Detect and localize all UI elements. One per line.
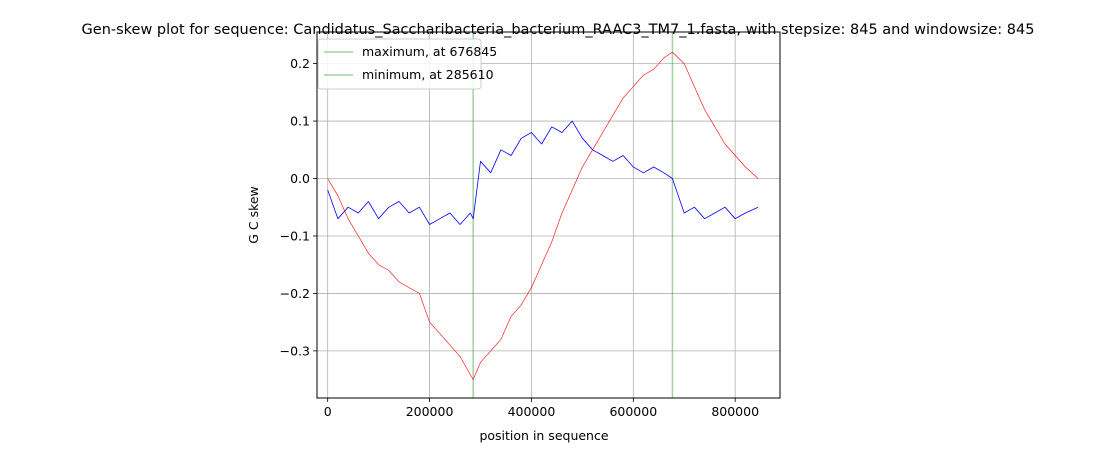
legend: maximum, at 676845 minimum, at 285610 <box>317 38 497 90</box>
legend-box <box>317 38 482 90</box>
series-layer <box>327 51 759 380</box>
y-tick-label: 0.1 <box>290 114 310 129</box>
y-axis-ticks: −0.3 −0.2 −0.1 0.0 0.1 0.2 <box>280 56 317 358</box>
x-axis-label: position in sequence <box>479 428 608 443</box>
extremum-lines <box>472 32 674 398</box>
y-tick-label: −0.2 <box>280 286 310 301</box>
legend-label-minimum: minimum, at 285610 <box>362 67 494 82</box>
y-tick-label: 0.0 <box>290 171 310 186</box>
legend-label-maximum: maximum, at 676845 <box>362 44 497 59</box>
x-tick-label: 0 <box>324 404 332 419</box>
x-tick-label: 800000 <box>711 404 759 419</box>
y-tick-label: −0.1 <box>280 228 310 243</box>
cumulative-skew-series-line <box>327 51 759 380</box>
y-tick-label: −0.3 <box>280 343 310 358</box>
x-tick-label: 200000 <box>406 404 454 419</box>
x-axis-ticks: 0 200000 400000 600000 800000 <box>324 398 759 419</box>
y-axis-label: G C skew <box>246 186 261 244</box>
x-tick-label: 400000 <box>508 404 556 419</box>
axes-frame <box>316 31 781 399</box>
y-tick-label: 0.2 <box>290 56 310 71</box>
chart-title: Gen-skew plot for sequence: Candidatus_S… <box>82 22 1035 38</box>
gc-skew-series-line <box>327 120 759 225</box>
x-tick-label: 600000 <box>609 404 657 419</box>
